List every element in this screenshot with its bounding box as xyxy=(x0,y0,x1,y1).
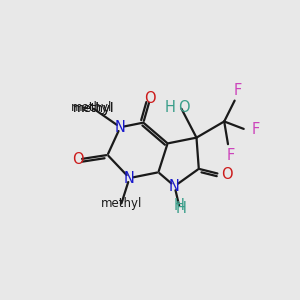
Text: O: O xyxy=(145,91,156,106)
Text: methyl: methyl xyxy=(71,101,112,114)
Text: N: N xyxy=(124,171,135,186)
Text: H: H xyxy=(174,198,184,213)
Text: methyl: methyl xyxy=(73,102,114,115)
Text: F: F xyxy=(226,148,235,163)
Text: N: N xyxy=(169,178,180,194)
Text: O: O xyxy=(72,152,83,167)
Text: O: O xyxy=(178,100,190,115)
Text: F: F xyxy=(234,83,242,98)
Text: O: O xyxy=(221,167,233,182)
Text: H: H xyxy=(176,201,187,216)
Text: N: N xyxy=(115,120,126,135)
Text: H: H xyxy=(165,100,176,115)
Text: methyl: methyl xyxy=(101,197,142,210)
Text: F: F xyxy=(252,122,260,137)
Text: methyl: methyl xyxy=(73,102,114,115)
